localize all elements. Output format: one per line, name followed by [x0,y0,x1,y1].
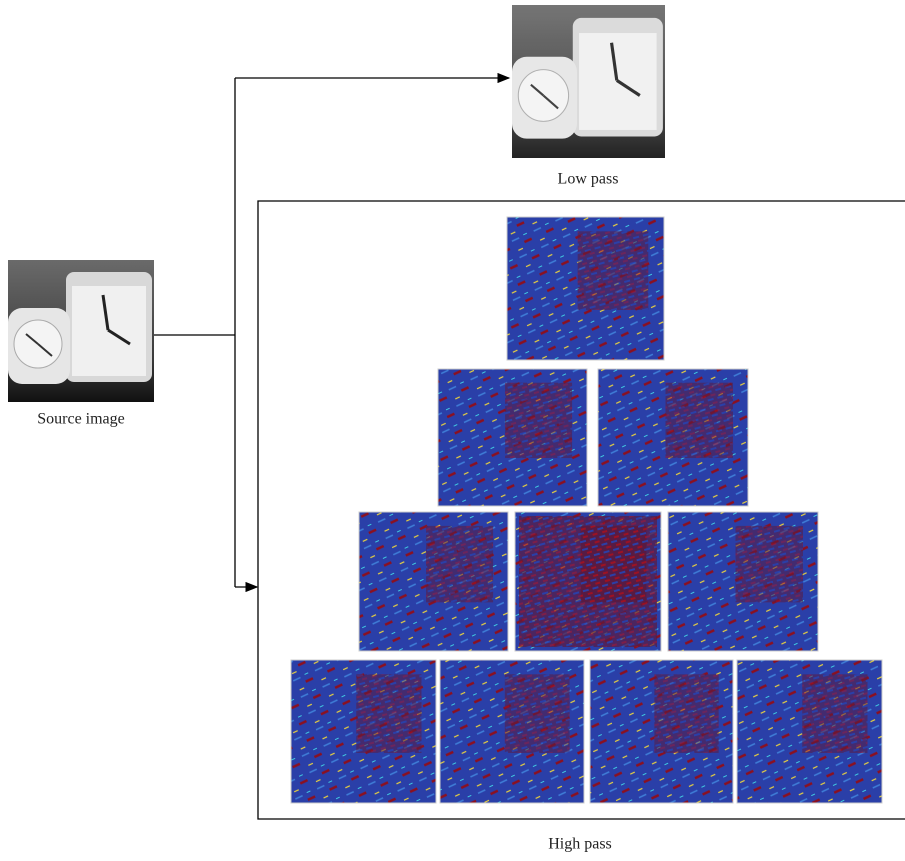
high-pass-subband [515,512,661,651]
subband-detail [654,674,718,753]
high-pass-subband [438,369,587,506]
clock-image [8,260,154,402]
high-pass-subband [440,660,584,803]
subband-detail [505,674,570,753]
high-pass-subband [668,512,818,651]
high-pass-subband [507,217,664,360]
high-pass-subband [737,660,882,803]
high-pass-subband [598,369,748,506]
label: Low pass [558,171,619,188]
high-pass-subband [590,660,733,803]
subband-detail [426,526,493,602]
subband-detail [666,383,734,458]
label: Source image [37,411,125,428]
high-pass-subband [291,660,436,803]
high-pass-subband [359,512,508,651]
diagram: Source image Low pass High pass [0,0,905,861]
subband-detail [736,526,804,602]
subband-detail [578,231,649,310]
subband-detail [802,674,867,753]
subband-detail [519,516,657,647]
subband-detail [505,383,572,458]
label: High pass [548,836,612,853]
clock-image [512,5,665,158]
subband-detail [356,674,421,753]
